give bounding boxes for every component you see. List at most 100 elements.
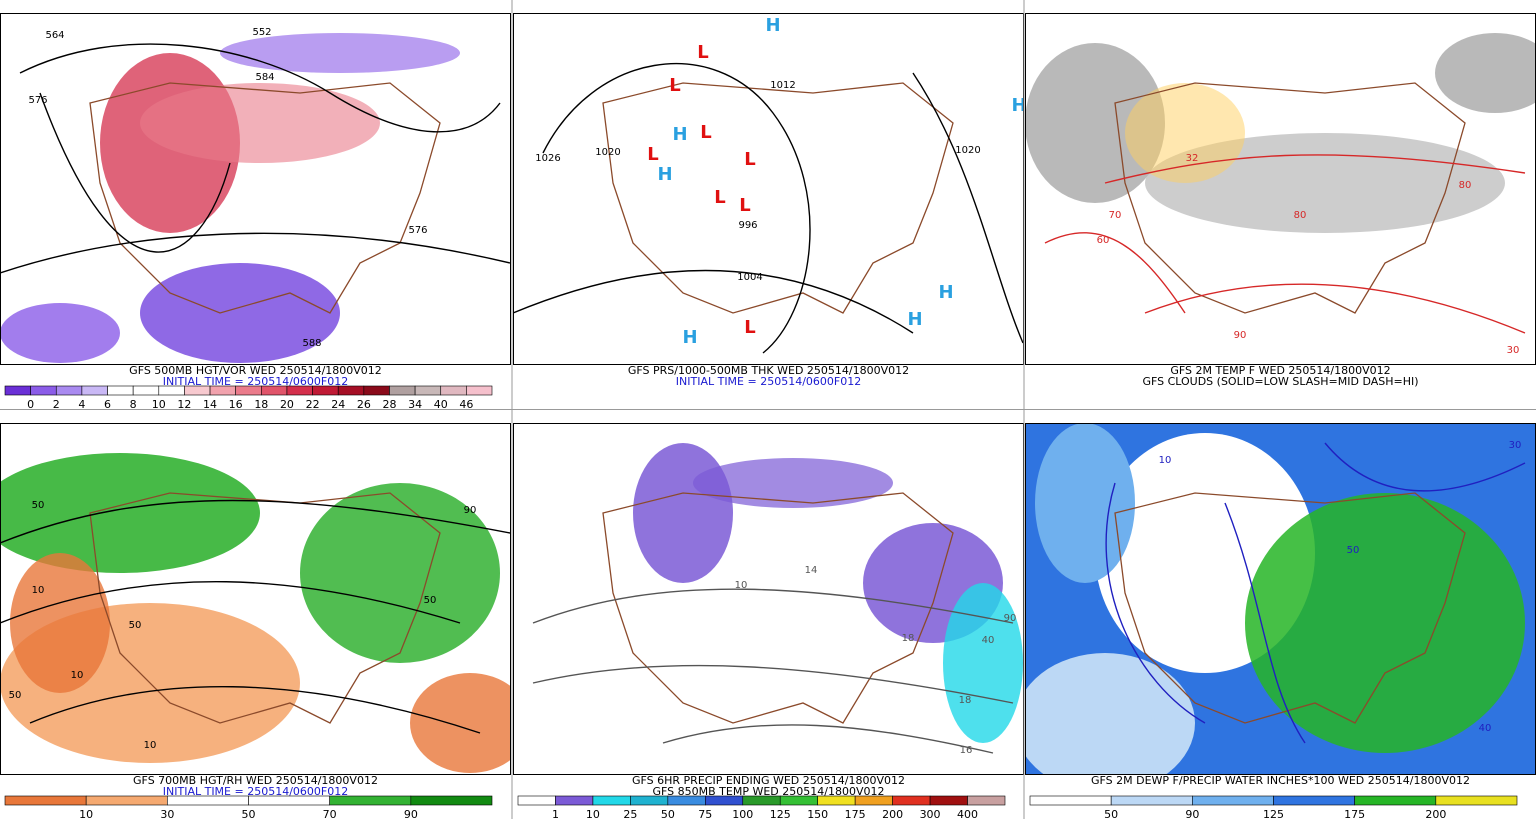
caption: INITIAL TIME = 250514/0600F012 — [163, 785, 348, 798]
contour — [662, 724, 994, 754]
field-shading — [1025, 43, 1165, 203]
colorbar-box — [286, 385, 313, 396]
contour-label: 90 — [464, 505, 477, 516]
colorbar-label: 6 — [104, 398, 111, 411]
colorbar-label: 25 — [623, 808, 637, 819]
colorbar-label: 75 — [698, 808, 712, 819]
field-shading — [633, 443, 733, 583]
high-symbol: H — [672, 124, 687, 145]
high-symbol: H — [1011, 95, 1026, 116]
colorbar-box — [329, 795, 412, 806]
contour-label: 584 — [255, 72, 274, 83]
field-shading — [410, 673, 511, 773]
boundaries — [1114, 82, 1466, 314]
contour-label: 996 — [738, 220, 757, 231]
caption: INITIAL TIME = 250514/0600F012 — [163, 375, 348, 388]
low-symbol: L — [697, 42, 708, 63]
contour-label: 40 — [1479, 723, 1492, 734]
colorbar-label: 200 — [1425, 808, 1446, 819]
contour — [532, 588, 1014, 624]
colorbar-box — [1273, 795, 1355, 806]
colorbar-box — [1192, 795, 1274, 806]
contour-label: 1004 — [737, 272, 762, 283]
colorbar-box — [158, 385, 185, 396]
contour-label: 40 — [982, 635, 995, 646]
colorbar-label: 90 — [1185, 808, 1199, 819]
colorbar-label: 14 — [203, 398, 217, 411]
contour-label: 50 — [9, 690, 22, 701]
colorbar-box — [410, 795, 493, 806]
colorbar-label: 200 — [882, 808, 903, 819]
contour-label: 1020 — [595, 147, 620, 158]
caption: GFS 2M DEWP F/PRECIP WATER INCHES*100 WE… — [1091, 774, 1470, 787]
colorbar-label: 46 — [459, 398, 473, 411]
colorbar-box — [892, 795, 931, 806]
contour — [29, 686, 481, 734]
colorbar-box — [167, 795, 249, 806]
colorbar-label: 26 — [357, 398, 371, 411]
colorbar-label: 1 — [552, 808, 559, 819]
colorbar-box — [55, 385, 83, 396]
colorbar-label: 0 — [27, 398, 34, 411]
boundaries — [89, 82, 441, 314]
colorbar-box — [1029, 795, 1112, 806]
panel: 50 30 10 40 GFS 2M DEWP F/PRECIP WATER INCHE… — [1025, 423, 1536, 821]
caption: GFS 700MB HGT/RH WED 250514/1800V012 — [133, 774, 378, 787]
colorbar-box — [107, 385, 134, 396]
boundaries — [602, 82, 954, 314]
contour — [1105, 482, 1206, 724]
contour — [39, 92, 231, 253]
contour-label: 18 — [902, 633, 915, 644]
colorbar-box — [209, 385, 236, 396]
field-shading — [1435, 33, 1536, 113]
contour-label: 90 — [1234, 330, 1247, 341]
colorbar-label: 24 — [331, 398, 345, 411]
colorbar-label: 30 — [160, 808, 174, 819]
field-shading — [693, 458, 893, 508]
caption: GFS CLOUDS (SOLID=LOW SLASH=MID DASH=HI) — [1142, 375, 1418, 388]
colorbar-label: 18 — [254, 398, 268, 411]
field-shading — [10, 553, 110, 693]
low-symbol: L — [739, 195, 750, 216]
colorbar-label: 40 — [434, 398, 448, 411]
low-symbol: L — [669, 75, 680, 96]
colorbar-label: 150 — [807, 808, 828, 819]
field-shading — [140, 263, 340, 363]
map: 70 60 80 80 90 32 30 — [1025, 13, 1536, 365]
caption: GFS 2M TEMP F WED 250514/1800V012 — [1170, 364, 1390, 377]
colorbar-box — [1110, 795, 1193, 806]
contour-label: 576 — [408, 225, 427, 236]
colorbar-label: 50 — [242, 808, 256, 819]
colorbar-label: 4 — [78, 398, 85, 411]
contour-label: 1012 — [770, 80, 795, 91]
colorbar-box — [779, 795, 818, 806]
colorbar-box — [817, 795, 856, 806]
colorbar-box — [592, 795, 631, 806]
colorbar-box — [4, 385, 31, 396]
colorbar-box — [248, 795, 330, 806]
colorbar-label: 90 — [404, 808, 418, 819]
colorbar-label: 70 — [323, 808, 337, 819]
colorbar-box — [312, 385, 339, 396]
high-symbol: H — [682, 327, 697, 348]
contour — [542, 62, 811, 354]
map: 50 30 10 40 — [1025, 423, 1536, 775]
field-shading — [1025, 653, 1195, 775]
contour — [0, 232, 511, 274]
field-shading — [1035, 423, 1135, 583]
low-symbol: L — [744, 317, 755, 338]
low-symbol: L — [714, 187, 725, 208]
field-shading — [1125, 83, 1245, 183]
contour-label: 10 — [735, 580, 748, 591]
colorbar-label: 16 — [229, 398, 243, 411]
contour — [0, 581, 461, 624]
boundaries — [89, 492, 441, 724]
caption: GFS PRS/1000-500MB THK WED 250514/1800V0… — [628, 364, 909, 377]
panel: 50 10 50 10 10 50 90 50 GFS 700MB HGT/RH WED 250… — [0, 423, 511, 821]
contour-label: 18 — [959, 695, 972, 706]
colorbar-label: 10 — [152, 398, 166, 411]
colorbar-label: 28 — [382, 398, 396, 411]
colorbar-box — [363, 385, 390, 396]
